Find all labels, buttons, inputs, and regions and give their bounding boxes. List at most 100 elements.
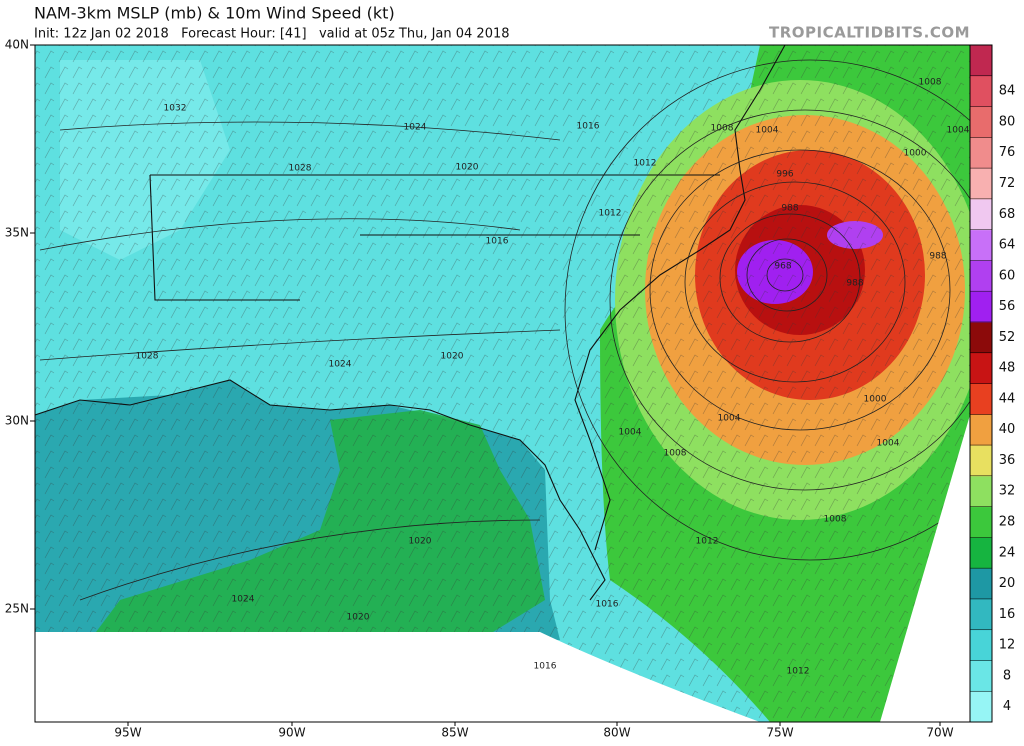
colorbar-label: 48 (999, 361, 1016, 376)
colorbar-label: 40 (999, 422, 1016, 437)
isobar-label: 988 (781, 204, 798, 214)
colorbar-label: 60 (999, 268, 1016, 283)
isobar-label: 1008 (664, 449, 687, 459)
isobar-label: 1004 (947, 126, 970, 136)
colorbar-label: 36 (999, 453, 1016, 468)
title: NAM-3km MSLP (mb) & 10m Wind Speed (kt) (34, 4, 395, 23)
lon-label: 80W (603, 726, 630, 740)
colorbar-segment (970, 537, 992, 569)
colorbar-segment (970, 106, 992, 138)
lon-label: 90W (278, 726, 305, 740)
outside-domain (880, 415, 970, 722)
colorbar-segment (970, 414, 992, 446)
wind-barbs (35, 45, 970, 722)
colorbar-segment (970, 168, 992, 200)
coastline (35, 45, 786, 601)
colorbar-segment (970, 506, 992, 538)
colorbar-segment (970, 352, 992, 384)
colorbar-segment (970, 660, 992, 692)
isobar-label: 1004 (619, 428, 642, 438)
subtitle: Init: 12z Jan 02 2018 Forecast Hour: [41… (34, 27, 510, 42)
colorbar-segment (970, 629, 992, 661)
isobar-label: 1020 (456, 163, 479, 173)
lon-label: 75W (766, 726, 793, 740)
isobar-label: 1008 (824, 515, 847, 525)
isobar-label: 1032 (164, 104, 187, 114)
lat-label: 40N (5, 38, 29, 52)
isobar-label: 1000 (864, 395, 887, 405)
isobar-label: 1024 (404, 123, 427, 133)
isobar-label: 1016 (534, 662, 557, 672)
colorbar-label: 56 (999, 299, 1016, 314)
isobar-label: 1020 (409, 537, 432, 547)
isobar-label: 1016 (596, 600, 619, 610)
colorbar-label: 68 (999, 207, 1016, 222)
isobar-label: 988 (929, 252, 946, 262)
colorbar-label: 20 (999, 576, 1016, 591)
colorbar-label: 12 (999, 638, 1016, 653)
colorbar-label: 72 (999, 176, 1016, 191)
credit: TROPICALTIDBITS.COM (769, 24, 970, 42)
outside-domain (35, 632, 760, 722)
colorbar-segment (970, 137, 992, 169)
map-area: 1032 1024 1028 1020 1016 1012 1012 1016 1024 1020… (35, 45, 970, 722)
colorbar-label: 4 (1003, 699, 1011, 714)
lon-label: 85W (441, 726, 468, 740)
colorbar-label: 76 (999, 145, 1016, 160)
isobar-label: 1028 (136, 352, 159, 362)
isobar-label: 1016 (486, 237, 509, 247)
lon-label: 95W (114, 726, 141, 740)
colorbar-label: 16 (999, 607, 1016, 622)
colorbar-segment (970, 75, 992, 108)
isobar-label: 1012 (634, 159, 657, 169)
lat-label: 35N (5, 226, 29, 240)
isobar-label: 1004 (756, 126, 779, 136)
colorbar-label: 64 (999, 238, 1016, 253)
isobar-label: 968 (774, 262, 791, 272)
isobar-label: 1024 (329, 360, 352, 370)
colorbar-segment (970, 45, 992, 77)
colorbar-label: 80 (999, 114, 1016, 129)
isobar-label: 1008 (919, 78, 942, 88)
isobar-label: 1012 (599, 209, 622, 219)
lat-label: 30N (5, 414, 29, 428)
colorbar-segment (970, 260, 992, 292)
isobar-label: 996 (776, 170, 793, 180)
isobar-label: 1020 (441, 352, 464, 362)
isobar-label: 1028 (289, 164, 312, 174)
lat-label: 25N (5, 602, 29, 616)
colorbar-segment (970, 691, 992, 723)
isobar-label: 988 (846, 279, 863, 289)
colorbar-segment (970, 568, 992, 600)
colorbar-segment (970, 321, 992, 354)
isobar-label: 1020 (347, 613, 370, 623)
colorbar-label: 28 (999, 514, 1016, 529)
isobar-label: 1000 (904, 149, 927, 159)
colorbar-label: 84 (999, 84, 1016, 99)
colorbar-segment (970, 198, 992, 231)
colorbar-label: 52 (999, 330, 1016, 345)
colorbar-label: 8 (1003, 668, 1011, 683)
colorbar-label: 24 (999, 545, 1016, 560)
isobar-label: 1024 (232, 595, 255, 605)
colorbar-segment (970, 229, 992, 261)
axes: 40N 35N 30N 25N 95W 90W 85W 80W 75W 70W (5, 38, 954, 740)
isobar-labels: 1032 1024 1028 1020 1016 1012 1012 1016 1024 1020… (136, 78, 970, 677)
lon-label: 70W (926, 726, 953, 740)
isobar-label: 1012 (787, 667, 810, 677)
colorbar-segment (970, 445, 992, 477)
isobar-label: 1012 (696, 537, 719, 547)
colorbar-segment (970, 291, 992, 323)
isobar-label: 1004 (877, 439, 900, 449)
colorbar-label: 44 (999, 391, 1016, 406)
isobar-label: 1008 (711, 124, 734, 134)
colorbar-segment (970, 598, 992, 631)
colorbar-segment (970, 475, 992, 508)
isobar-label: 1016 (577, 122, 600, 132)
colorbar-label: 32 (999, 484, 1016, 499)
colorbar-segment (970, 383, 992, 415)
isobar-label: 1004 (718, 414, 741, 424)
